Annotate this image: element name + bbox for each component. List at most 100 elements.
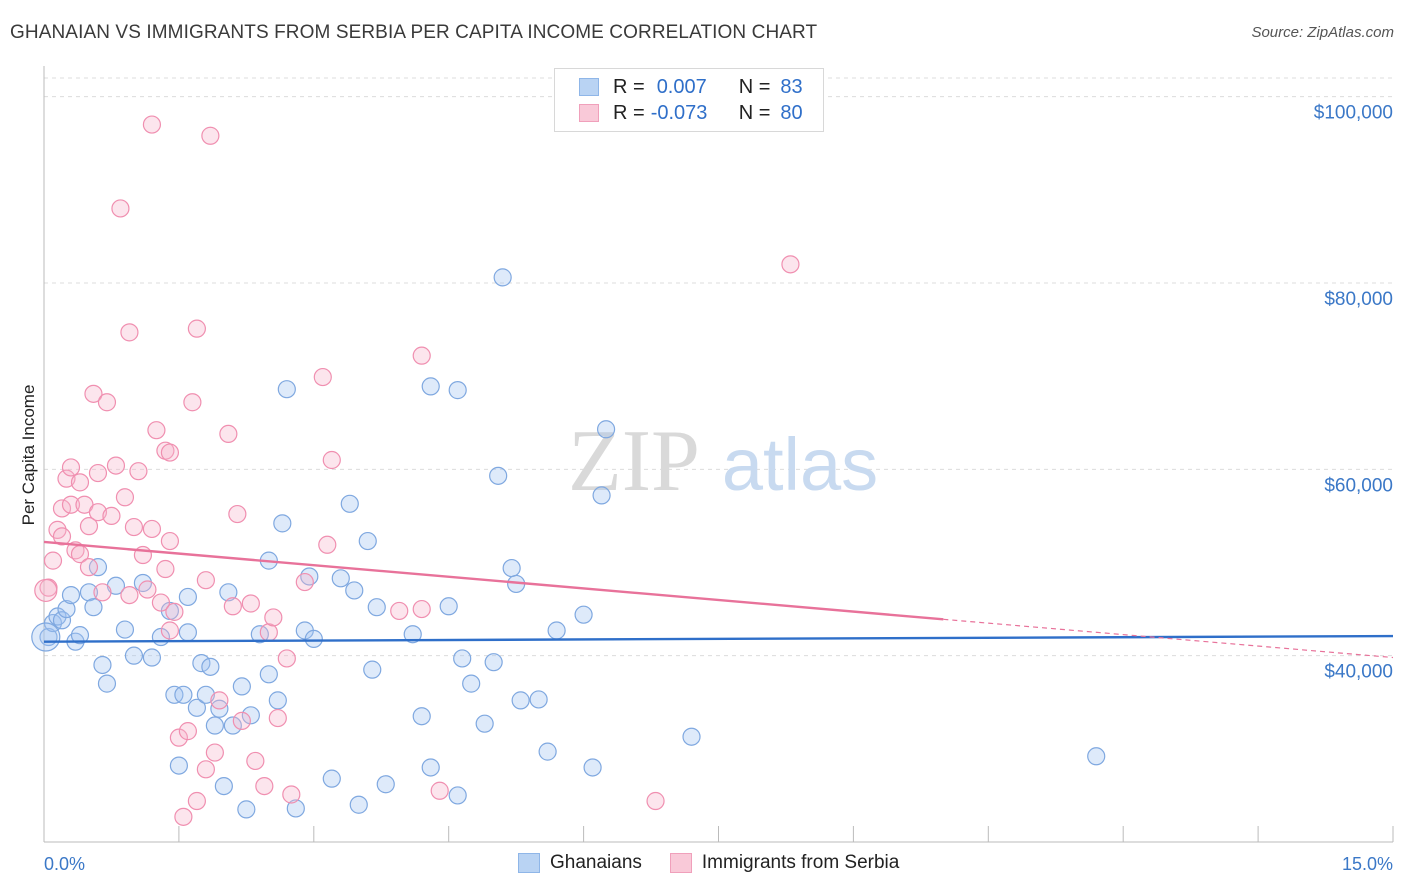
point-ghanaian	[462, 674, 481, 693]
point-serbia	[106, 456, 126, 475]
point-serbia	[120, 323, 139, 342]
legend-n-value: 83	[780, 75, 803, 98]
point-serbia	[390, 601, 409, 621]
trend-line-serbia-extension	[943, 618, 1394, 659]
point-serbia	[223, 597, 242, 616]
point-serbia	[295, 572, 314, 592]
point-ghanaian	[84, 598, 103, 617]
point-ghanaian	[574, 605, 593, 624]
point-ghanaian	[232, 677, 251, 696]
point-serbia	[246, 751, 265, 771]
point-serbia	[412, 346, 431, 365]
point-serbia	[156, 559, 175, 579]
point-ghanaian	[583, 758, 602, 777]
point-ghanaian	[502, 558, 521, 578]
legend-n-label: N =	[738, 101, 771, 124]
point-serbia	[61, 495, 81, 514]
point-serbia	[313, 367, 332, 387]
point-serbia	[781, 255, 800, 274]
point-ghanaian	[61, 585, 81, 605]
point-serbia	[255, 776, 274, 796]
watermark: ZIP atlas	[568, 413, 878, 510]
legend-r-label: R =	[613, 75, 645, 98]
y-tick-label: $40,000	[1324, 662, 1393, 683]
bottom-legend-swatch-ghanaians	[518, 853, 540, 873]
point-ghanaian	[493, 268, 512, 287]
point-ghanaian	[596, 420, 616, 439]
point-ghanaian	[1087, 747, 1106, 766]
legend-box: R = 0.007 N = 83 R = -0.073 N = 80	[554, 68, 824, 132]
data-points	[31, 115, 1106, 826]
point-ghanaian	[439, 597, 458, 616]
point-serbia	[178, 722, 197, 741]
point-serbia	[120, 585, 139, 605]
point-ghanaian	[592, 486, 611, 505]
trend-line-serbia	[43, 540, 944, 621]
point-serbia	[318, 535, 337, 554]
point-ghanaian	[187, 698, 206, 717]
point-ghanaian	[322, 769, 341, 788]
point-ghanaian	[124, 646, 144, 665]
point-serbia	[183, 393, 202, 412]
point-ghanaian	[529, 690, 548, 709]
point-ghanaian	[259, 665, 278, 684]
y-tick-label: $80,000	[1324, 289, 1393, 310]
point-ghanaian	[115, 620, 135, 639]
point-ghanaian	[174, 685, 193, 704]
axes	[43, 66, 1394, 843]
tick-labels: $40,000 $60,000 $80,000 $100,000 0.0% 15.0%	[44, 103, 1393, 874]
watermark-zip: ZIP	[568, 413, 700, 510]
grid-lines	[44, 77, 1393, 657]
point-serbia	[268, 708, 287, 728]
point-serbia	[205, 743, 224, 762]
point-ghanaian	[79, 583, 99, 602]
point-serbia	[196, 760, 215, 779]
point-ghanaian	[489, 466, 508, 485]
legend-n-label: N =	[738, 75, 771, 98]
point-ghanaian	[70, 626, 90, 645]
point-serbia	[147, 421, 166, 440]
point-ghanaian	[358, 531, 377, 551]
point-serbia	[84, 384, 103, 403]
point-serbia	[115, 488, 135, 507]
point-serbia	[187, 791, 206, 811]
point-serbia	[138, 580, 157, 599]
point-serbia	[322, 450, 341, 470]
point-serbia	[43, 551, 63, 570]
point-ghanaian	[205, 716, 224, 735]
point-ghanaian	[421, 377, 440, 396]
trend-lines	[43, 540, 1394, 659]
legend-swatch-blue	[579, 78, 599, 96]
point-serbia	[129, 462, 148, 481]
point-ghanaian	[448, 786, 467, 805]
point-ghanaian	[273, 514, 292, 533]
legend-r-value: 0.007	[656, 75, 707, 98]
point-ghanaian	[192, 654, 211, 673]
point-ghanaian	[52, 611, 72, 630]
point-ghanaian	[142, 648, 162, 667]
point-serbia	[52, 527, 72, 546]
point-ghanaian	[682, 727, 701, 746]
point-serbia	[52, 499, 72, 518]
point-serbia	[88, 503, 108, 522]
point-serbia	[201, 126, 220, 145]
legend-r-value: -0.073	[650, 101, 708, 124]
point-serbia	[57, 469, 76, 488]
point-serbia	[430, 781, 449, 800]
x-tick-label: 15.0%	[1342, 854, 1393, 874]
point-serbia	[160, 443, 180, 462]
y-tick-label: $60,000	[1324, 475, 1393, 496]
point-ghanaian	[286, 799, 305, 818]
legend-row-serbia: R = -0.073 N = 80	[579, 101, 803, 125]
point-ghanaian	[331, 569, 350, 588]
point-ghanaian	[250, 625, 269, 644]
point-ghanaian	[367, 598, 386, 617]
bottom-legend-label-ghanaians: Ghanaians	[550, 852, 642, 873]
point-serbia	[79, 558, 99, 577]
point-serbia	[88, 463, 108, 483]
point-ghanaian	[241, 706, 260, 725]
point-ghanaian	[97, 674, 117, 693]
point-serbia	[282, 785, 301, 804]
legend-r-label: R =	[613, 101, 645, 124]
point-serbia	[70, 473, 90, 492]
